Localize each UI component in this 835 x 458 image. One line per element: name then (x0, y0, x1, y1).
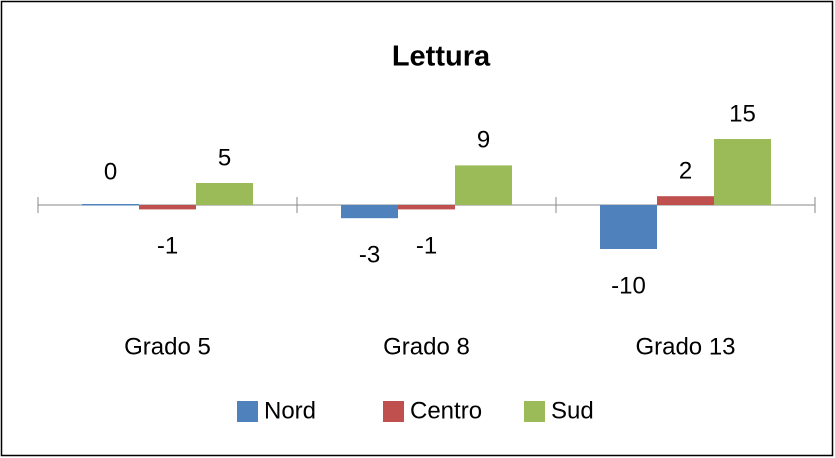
value-label: -10 (611, 272, 646, 299)
legend-label: Sud (551, 397, 594, 424)
x-tick-label: Grado 8 (383, 333, 470, 360)
bar (196, 183, 253, 205)
value-label: 0 (104, 158, 117, 185)
legend-swatch (524, 401, 545, 422)
legend-label: Centro (410, 397, 482, 424)
legend-swatch (237, 401, 258, 422)
bar (657, 196, 714, 205)
x-tick-label: Grado 5 (124, 333, 211, 360)
bar (82, 204, 139, 206)
value-label: -3 (359, 242, 380, 269)
legend-label: Nord (264, 397, 316, 424)
bar (139, 205, 196, 210)
chart-title: Lettura (392, 41, 491, 73)
value-label: 2 (679, 158, 692, 185)
legend-swatch (383, 401, 404, 422)
bar (714, 139, 771, 205)
value-label: 9 (477, 127, 490, 154)
bar (341, 205, 398, 219)
bar (455, 165, 512, 205)
value-label: -1 (416, 233, 437, 260)
value-label: -1 (157, 233, 178, 260)
value-label: 5 (218, 144, 231, 171)
x-tick-label: Grado 13 (635, 333, 735, 360)
bar (398, 205, 455, 210)
bar (600, 205, 657, 249)
value-label: 15 (729, 100, 756, 127)
